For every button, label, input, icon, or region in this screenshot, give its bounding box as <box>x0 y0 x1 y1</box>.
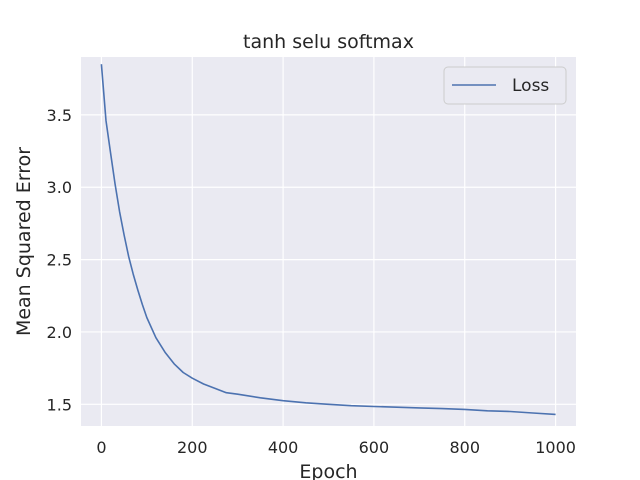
legend-label-loss: Loss <box>512 76 549 96</box>
legend-box <box>443 66 567 105</box>
grid-lines <box>81 57 576 426</box>
x-tick-label: 800 <box>449 438 480 457</box>
y-tick-label: 1.5 <box>47 395 72 414</box>
x-tick-label: 400 <box>268 438 299 457</box>
y-tick-label: 2.0 <box>47 323 72 342</box>
series-layer <box>100 64 556 416</box>
chart-title: tanh selu softmax <box>243 31 414 53</box>
x-tick-label: 200 <box>177 438 208 457</box>
plot-area <box>81 57 576 426</box>
y-tick-label: 2.5 <box>47 251 72 270</box>
x-axis-label: Epoch <box>299 461 357 480</box>
x-tick-label: 600 <box>359 438 390 457</box>
tick-labels: 0 200 400 600 800 1000 1.5 2.0 2.5 3.0 3.5 <box>47 106 576 457</box>
y-tick-label: 3.5 <box>47 106 72 125</box>
y-axis-label: Mean Squared Error <box>13 147 35 336</box>
x-tick-label: 0 <box>96 438 106 457</box>
legend: Loss <box>443 66 567 105</box>
x-tick-label: 1000 <box>535 438 576 457</box>
series-line-loss <box>100 64 556 416</box>
y-tick-label: 3.0 <box>47 178 72 197</box>
